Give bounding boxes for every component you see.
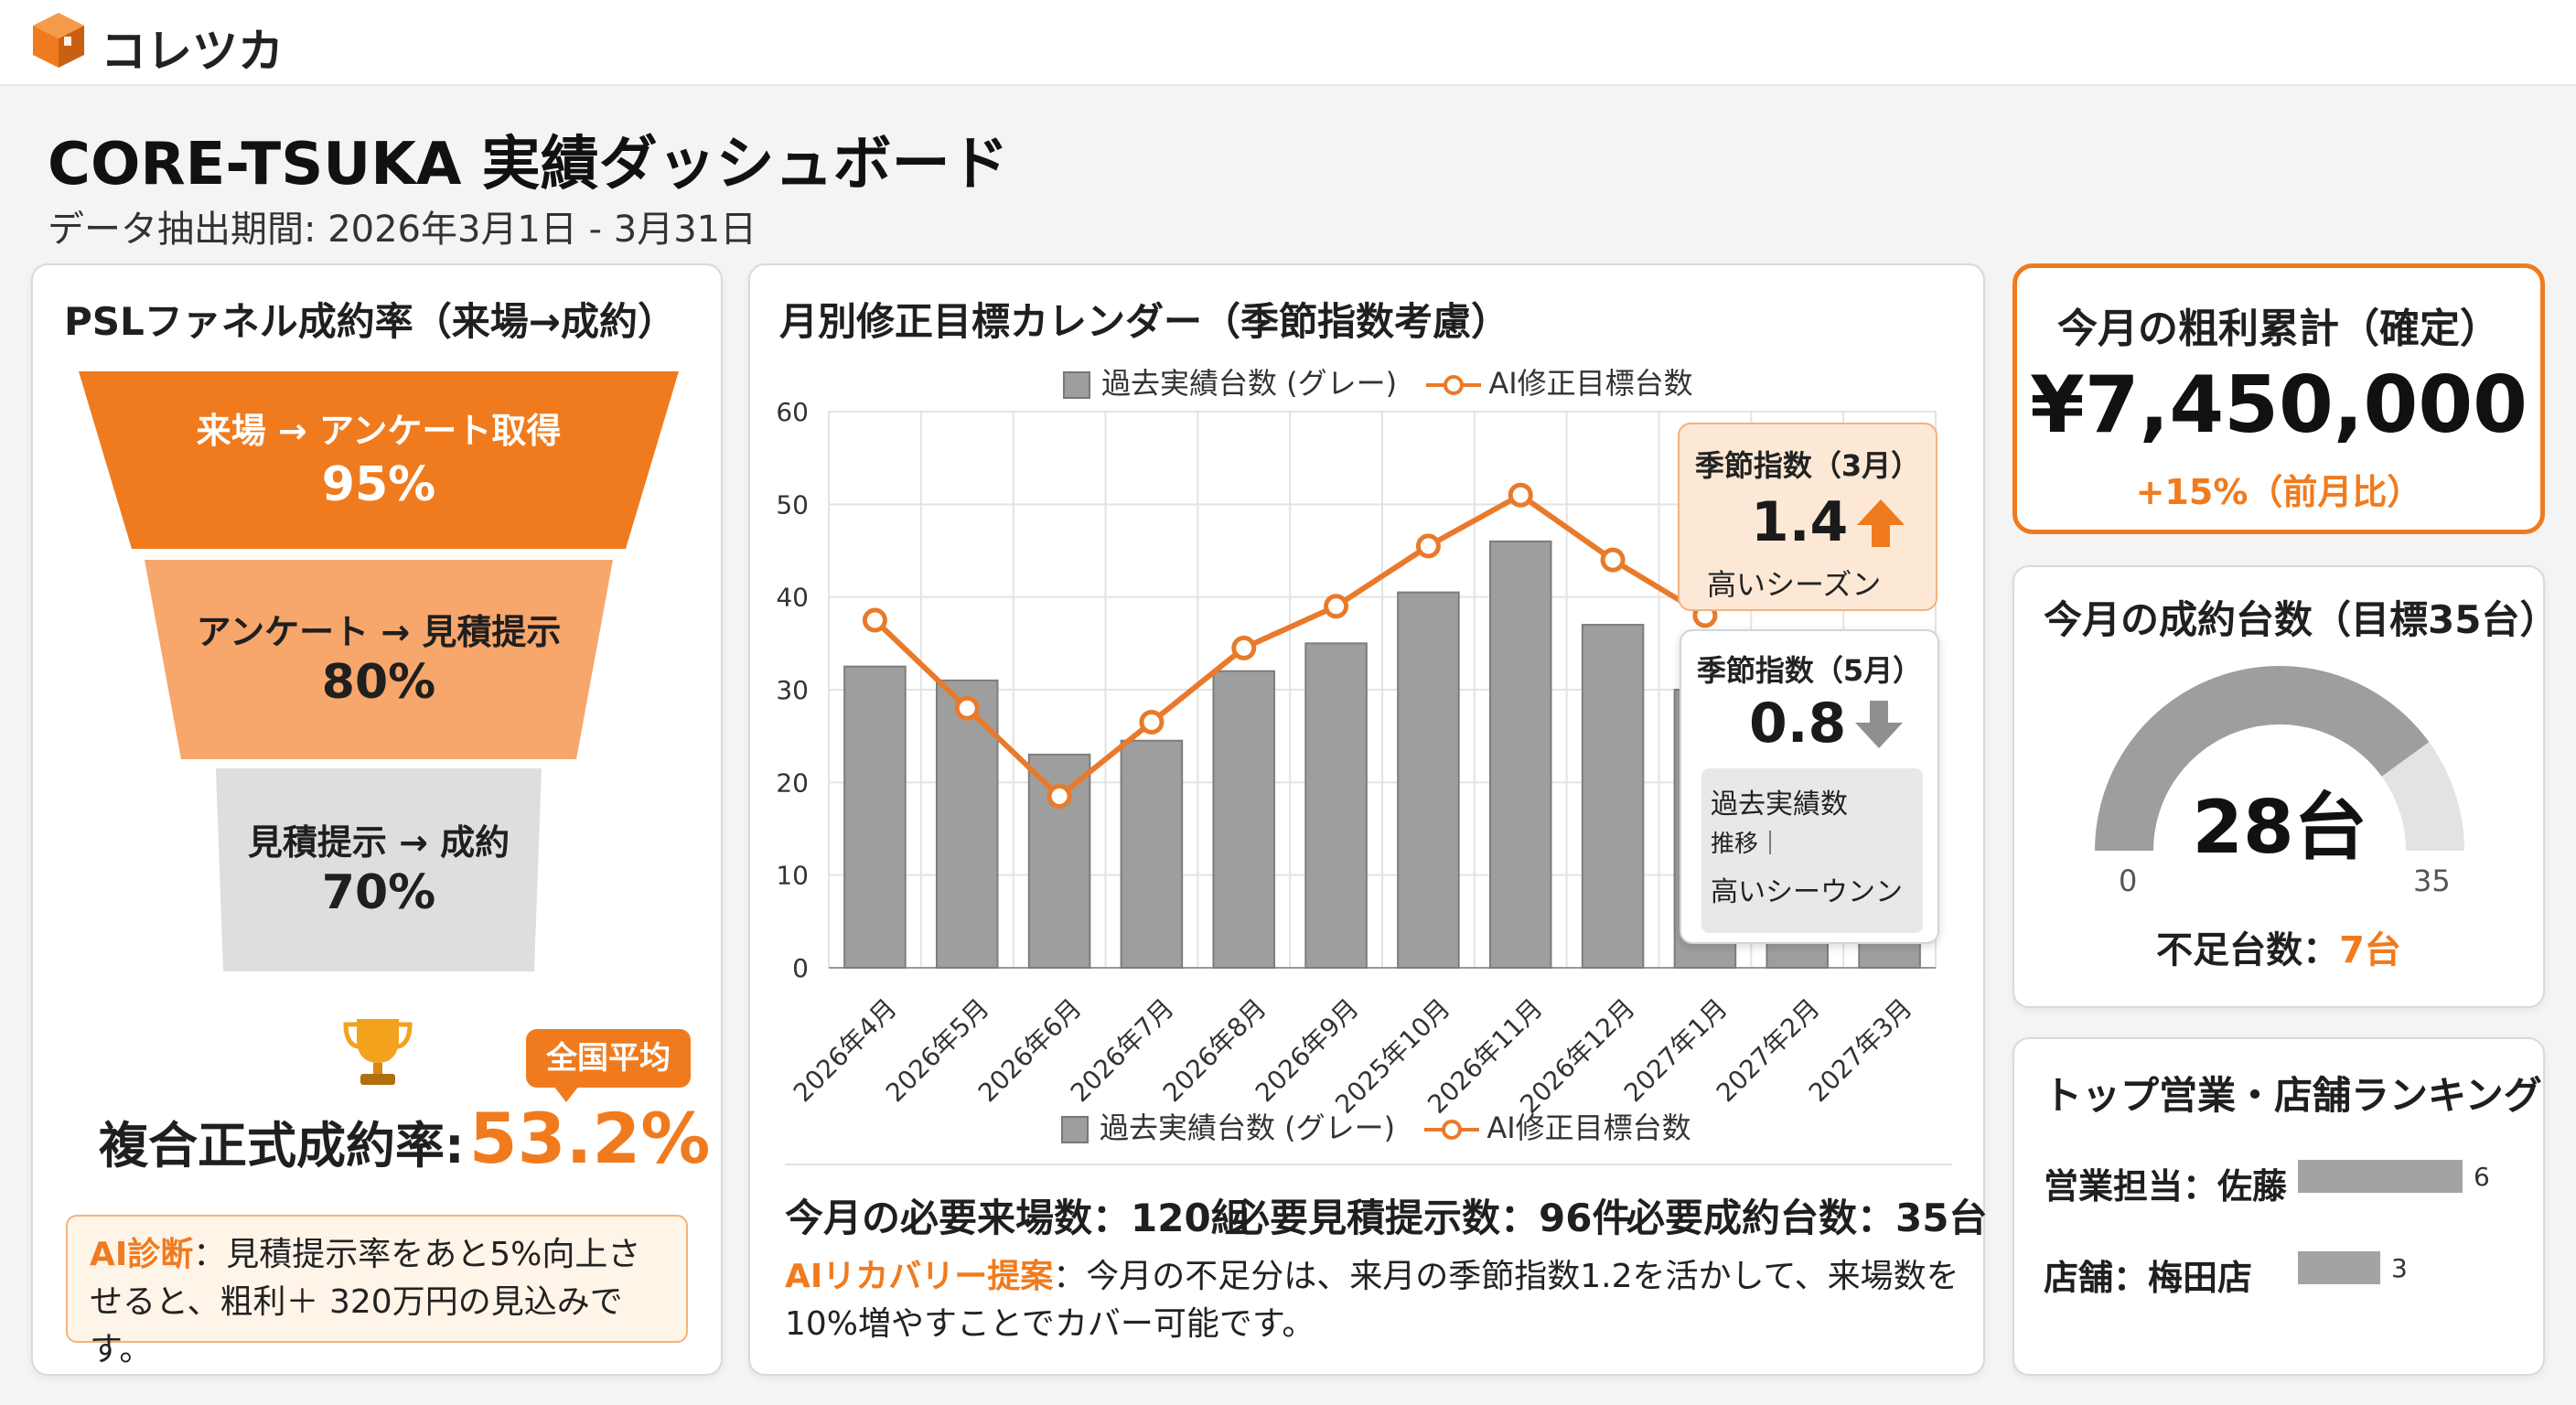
required-visits-label: 今月の必要来場数： <box>785 1196 1132 1240</box>
legend-line-label: AI修正目標台数 <box>1488 366 1693 401</box>
season-march-value: 1.4 <box>1751 490 1849 554</box>
required-visits: 今月の必要来場数：120組 <box>785 1187 1250 1243</box>
gross-profit-value: ¥7,450,000 <box>2029 359 2528 451</box>
ai-recovery-text: ：今月の不足分は、来月の季節指数1.2を活かして、来場数を10%増やすことでカバ… <box>785 1258 1959 1343</box>
ranking-item-2-label: 店舗：梅田店 <box>2044 1258 2253 1298</box>
calendar-title: 月別修正目標カレンダー（季節指数考慮） <box>779 299 1510 344</box>
ranking-item-2-value: 3 <box>2391 1253 2408 1283</box>
legend-bar-label-bottom: 過去実績台数 (グレー) <box>1100 1110 1396 1145</box>
ranking-item-1-value: 6 <box>2474 1162 2490 1192</box>
gross-profit-card: 今月の粗利累計（確定） ¥7,450,000 +15%（前月比） <box>2012 263 2545 534</box>
ranking-item-1-bar <box>2298 1160 2463 1193</box>
legend-line-swatch-bottom <box>1424 1120 1480 1140</box>
shortfall-label: 不足台数： <box>2156 929 2340 971</box>
funnel-stage-3-value: 70% <box>321 865 436 920</box>
ranking-item-1-label: 営業担当：佐藤 <box>2044 1166 2288 1207</box>
funnel-stage-2-label: アンケート → 見積提示 <box>196 612 562 652</box>
required-quotes-label: 必要見積提示数： <box>1231 1196 1540 1240</box>
season-may-detail-line-1: 過去実績数 <box>1711 788 1848 820</box>
season-may-title: 季節指数（5月） <box>1696 653 1923 688</box>
gauge-max-label: 35 <box>2413 863 2451 898</box>
gross-profit-title: 今月の粗利累計（確定） <box>2057 306 2500 352</box>
arrow-up-icon <box>1857 499 1905 547</box>
ai-recovery-label: AIリカバリー提案 <box>785 1258 1054 1295</box>
legend-bar-swatch-bottom <box>1061 1116 1089 1143</box>
calendar-divider <box>785 1164 1952 1165</box>
ai-diagnosis-box: AI診断：見積提示率をあと5%向上させると、粗利＋ 320万円の見込みです。 <box>66 1215 688 1368</box>
ai-diagnosis-label: AI診断 <box>90 1236 194 1273</box>
contracts-title: 今月の成約台数（目標35台） <box>2044 597 2559 642</box>
box-logo-icon[interactable] <box>27 9 90 71</box>
brand-name[interactable]: コレツカ <box>101 25 284 78</box>
required-contracts: 必要成約台数：35台 <box>1626 1187 1987 1243</box>
legend-line-swatch <box>1426 375 1482 395</box>
season-may-detail-line-3: 高いシーウンン <box>1711 876 1903 908</box>
season-may-value: 0.8 <box>1749 692 1847 756</box>
chart-legend-top: 過去実績台数 (グレー) AI修正目標台数 <box>1063 360 1693 402</box>
contracts-value: 28台 <box>2192 785 2367 870</box>
season-index-may-card: 季節指数（5月） 0.8 過去実績数 推移｜ 高いシーウンン <box>1680 629 1939 944</box>
funnel-stage-3-label: 見積提示 → 成約 <box>247 822 510 863</box>
season-may-detail-line-2: 推移｜ <box>1711 831 1783 858</box>
funnel-title: PSLファネル成約率（来場→成約） <box>64 299 676 344</box>
top-bar: コレツカ <box>0 0 2576 86</box>
page-title: CORE-TSUKA 実績ダッシュボード <box>48 131 1009 198</box>
ranking-card <box>2012 1037 2545 1376</box>
composite-rate: 複合正式成約率: 53.2% <box>99 1098 710 1179</box>
national-average-badge: 全国平均 <box>526 1029 691 1102</box>
arrow-down-icon <box>1855 701 1903 748</box>
required-contracts-value: 35台 <box>1895 1196 1988 1240</box>
required-quotes: 必要見積提示数：96件 <box>1231 1187 1630 1243</box>
funnel-stage-1-value: 95% <box>321 457 436 512</box>
data-period: データ抽出期間: 2026年3月1日 - 3月31日 <box>48 209 757 251</box>
chart-legend-bottom: 過去実績台数 (グレー) AI修正目標台数 <box>1061 1105 1691 1147</box>
funnel-stage-2-value: 80% <box>321 655 436 710</box>
required-quotes-value: 96件 <box>1539 1196 1631 1240</box>
shortfall: 不足台数：7台 <box>2012 920 2545 973</box>
legend-line-label-bottom: AI修正目標台数 <box>1487 1110 1691 1145</box>
ranking-item-2-bar <box>2298 1251 2380 1284</box>
gauge-min-label: 0 <box>2119 863 2138 898</box>
composite-rate-value: 53.2% <box>468 1098 711 1179</box>
funnel-stage-1-label: 来場 → アンケート取得 <box>196 411 562 451</box>
trophy-icon <box>343 1019 413 1085</box>
season-index-march-card: 季節指数（3月） 1.4 高いシーズン <box>1678 423 1937 611</box>
ai-diagnosis-text: ：見積提示率をあと5%向上させると、粗利＋ 320万円の見込みです。 <box>90 1236 641 1368</box>
required-visits-value: 120組 <box>1131 1196 1250 1240</box>
legend-bar-swatch <box>1063 371 1090 399</box>
season-march-title: 季節指数（3月） <box>1694 448 1921 483</box>
ai-recovery-proposal: AIリカバリー提案：今月の不足分は、来月の季節指数1.2を活かして、来場数を10… <box>785 1253 1974 1348</box>
season-may-detail: 過去実績数 推移｜ 高いシーウンン <box>1701 768 1923 933</box>
legend-bar-label: 過去実績台数 (グレー) <box>1101 366 1398 401</box>
ranking-title: トップ営業・店舗ランキング <box>2044 1073 2542 1118</box>
season-march-note: 高いシーズン <box>1707 567 1882 602</box>
required-contracts-label: 必要成約台数： <box>1626 1196 1896 1240</box>
shortfall-value: 7台 <box>2339 929 2401 971</box>
gross-profit-change: +15%（前月比） <box>2135 472 2422 512</box>
composite-rate-label: 複合正式成約率: <box>99 1117 465 1174</box>
